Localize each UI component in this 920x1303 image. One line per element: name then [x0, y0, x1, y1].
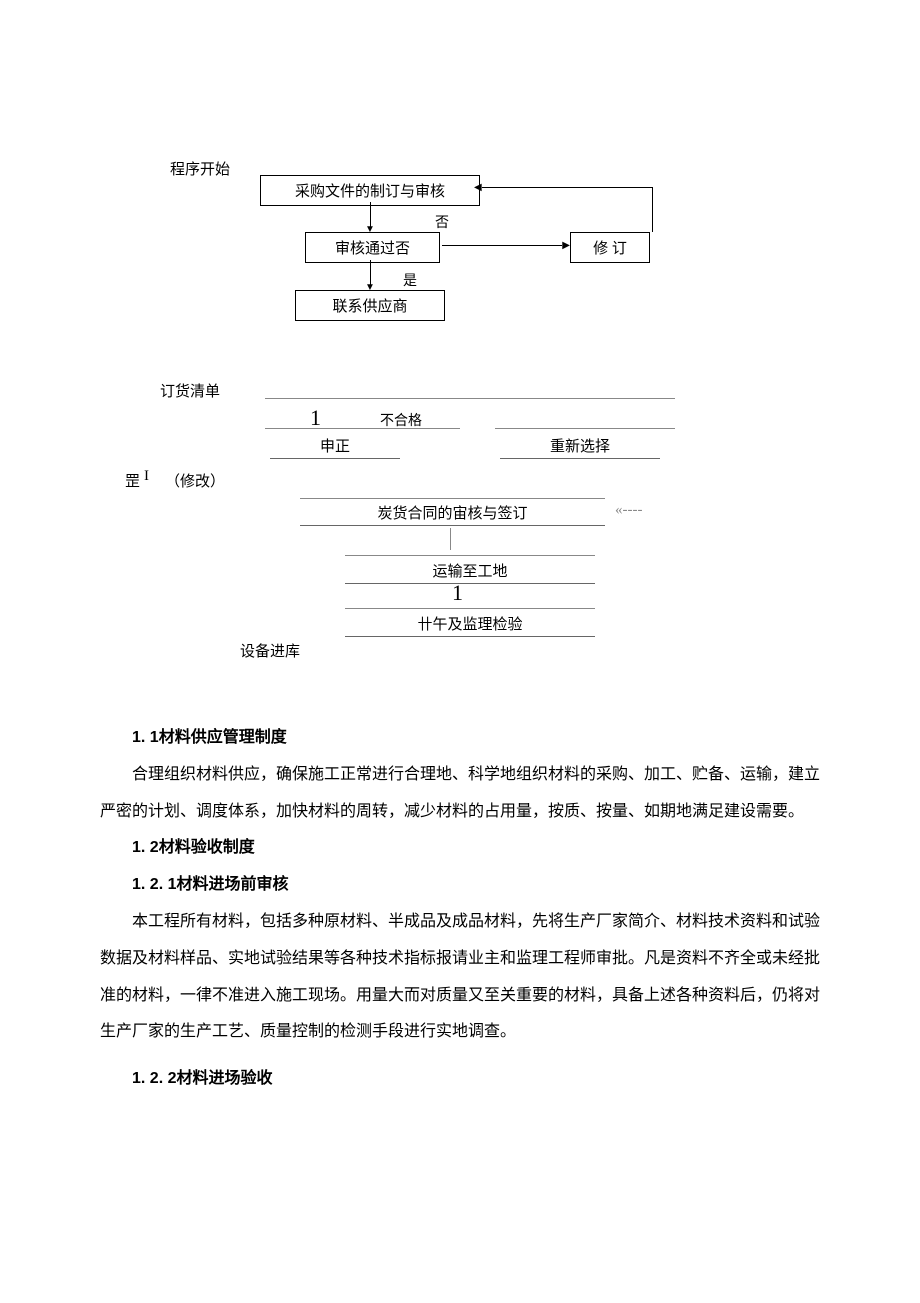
para-1-1: 合理组织材料供应，确保施工正常进行合理地、科学地组织材料的采购、加工、贮备、运输…: [100, 757, 820, 831]
line-4t: [345, 555, 595, 556]
line-5t: [345, 608, 595, 609]
line-2a: [265, 428, 460, 429]
feedback-h: [482, 187, 652, 188]
transport: 运输至工地: [345, 560, 595, 584]
node-revise: 修 订: [570, 232, 650, 263]
edge-yes: 是: [403, 270, 417, 290]
order-list-label: 订货清单: [160, 380, 220, 401]
line-top: [265, 398, 675, 399]
reselect: 重新选择: [500, 435, 660, 459]
feedback-v: [652, 187, 653, 232]
node-review: 审核通过否: [305, 232, 440, 263]
big-2: 1: [452, 580, 463, 606]
flowchart-mid: 订货清单 1 不合格 申正 重新选择 罡 I （修改） 炭货合同的宙核与签订 «…: [100, 380, 820, 690]
node-supplier: 联系供应商: [295, 290, 445, 321]
heading-1-2-2: 1. 2. 2材料进场验收: [100, 1061, 820, 1098]
inspection: 卄午及监理检验: [345, 613, 595, 637]
modify-label: （修改）: [165, 470, 225, 491]
not-qualified: 不合格: [380, 410, 422, 430]
contract: 炭货合同的宙核与签订: [300, 502, 605, 526]
heading-1-1: 1. 1材料供应管理制度: [100, 720, 820, 757]
para-1-2-1: 本工程所有材料，包括多种原材料、半成品及成品材料，先将生产厂家简介、材料技术资料…: [100, 904, 820, 1051]
doc-body: 1. 1材料供应管理制度 合理组织材料供应，确保施工正常进行合理地、科学地组织材…: [100, 720, 820, 1098]
ba-symbol: 罡: [125, 470, 140, 491]
arrow-2: [370, 260, 371, 285]
i-symbol: I: [144, 468, 149, 485]
start-label: 程序开始: [170, 158, 230, 179]
connector-1: [450, 528, 451, 550]
line-2b: [495, 428, 675, 429]
equipment-in: 设备进库: [240, 640, 300, 661]
line-3t: [300, 498, 605, 499]
edge-no: 否: [435, 212, 449, 232]
flowchart-top: 程序开始 采购文件的制订与审核 否 审核通过否 修 订 是 联系供应商: [100, 150, 820, 350]
arrow-1: [370, 202, 371, 227]
shenzheng: 申正: [270, 435, 400, 459]
arrow-back: «----: [615, 502, 642, 519]
heading-1-2-1: 1. 2. 1材料进场前审核: [100, 867, 820, 904]
arrow-to-revise: [442, 245, 562, 246]
heading-1-2: 1. 2材料验收制度: [100, 830, 820, 867]
